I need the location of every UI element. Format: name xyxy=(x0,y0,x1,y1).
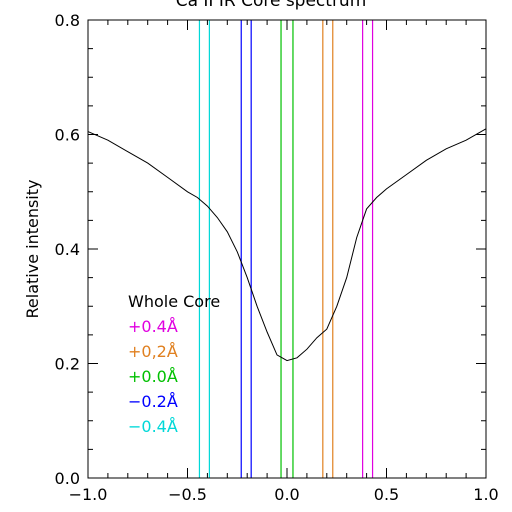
legend-entry: −0.4Å xyxy=(128,417,178,436)
y-tick-label: 0.6 xyxy=(55,126,80,145)
x-tick-label: 0.5 xyxy=(374,485,399,504)
x-tick-label: 0.0 xyxy=(274,485,299,504)
y-tick-label: 0.4 xyxy=(55,240,80,259)
legend-entry: +0.4Å xyxy=(128,317,178,336)
x-tick-label: 1.0 xyxy=(473,485,498,504)
legend-entry: −0.2Å xyxy=(128,392,178,411)
legend-entry: +0.0Å xyxy=(128,367,178,386)
x-tick-label: −0.5 xyxy=(168,485,207,504)
chart-title: Ca II IR Core spectrum xyxy=(176,0,367,11)
y-axis-label: Relative intensity xyxy=(23,180,42,319)
y-tick-label: 0.2 xyxy=(55,355,80,374)
vertical-lines xyxy=(198,20,374,478)
x-tick-label: −1.0 xyxy=(69,485,108,504)
legend-entry: Whole Core xyxy=(128,292,220,311)
y-tick-label: 0.8 xyxy=(55,11,80,30)
legend-entry: +0,2Å xyxy=(128,342,178,361)
axis-ticks: −1.0 −0.5 0.0 0.5 1.0 0.0 0.2 0.4 0.6 0.8 xyxy=(55,11,499,504)
y-tick-label: 0.0 xyxy=(55,469,80,488)
legend: Whole Core +0.4Å +0,2Å +0.0Å −0.2Å −0.4Å xyxy=(128,292,220,436)
spectrum-curve xyxy=(87,128,487,362)
